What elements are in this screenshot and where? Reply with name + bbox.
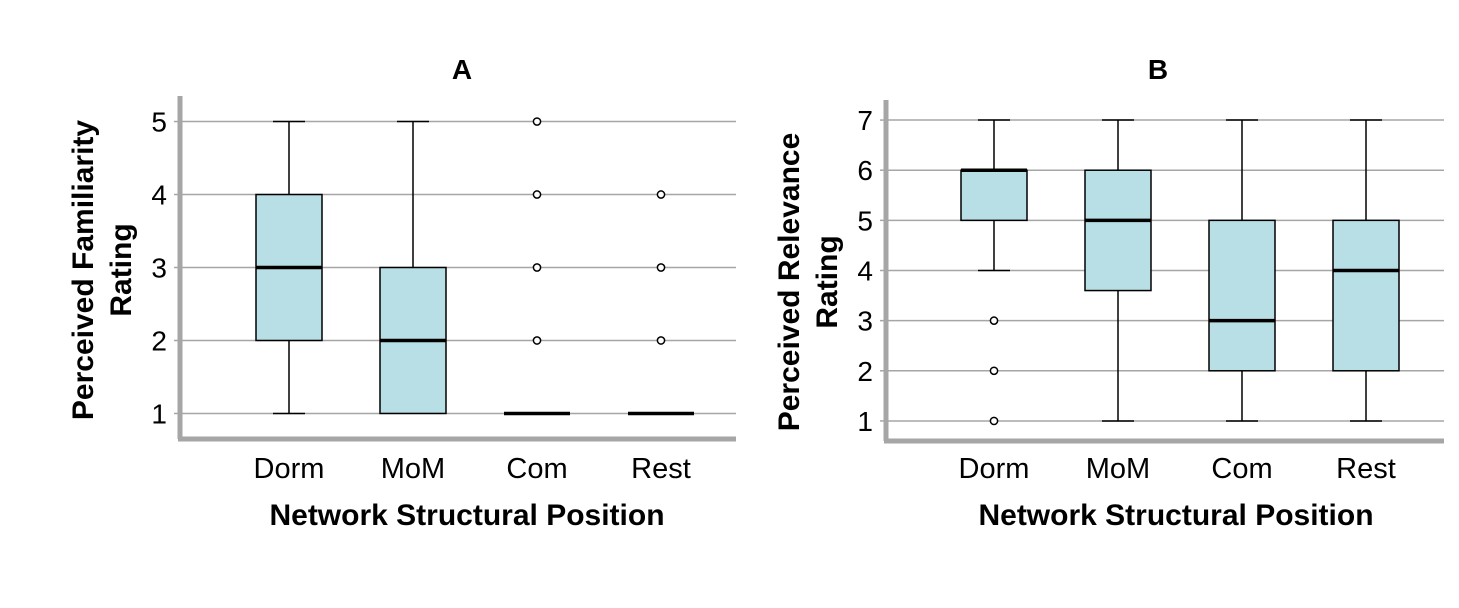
panel-b-ylabel-line-2: Rating <box>811 235 844 328</box>
panel-b: B Perceived Relevance Rating Network Str… <box>773 54 1444 532</box>
panel-a-box-rest <box>628 190 694 416</box>
panel-a-com-outlier-2 <box>532 336 542 345</box>
panel-a-com-outlier-4 <box>532 190 542 199</box>
panel-b-ytick-label-2: 2 <box>857 356 873 387</box>
panel-b-box-com <box>1208 119 1276 422</box>
panel-a-xlabel: Network Structural Position <box>269 499 664 532</box>
panel-a-ytick-label-3: 3 <box>151 253 167 284</box>
panel-b-ytick-label-1: 1 <box>857 406 873 437</box>
panel-a-ytick-label-4: 4 <box>151 180 167 211</box>
panel-a-rest-outlier-3 <box>656 263 666 272</box>
panel-a-labels: 1 2 3 4 5 Dorm MoM Com Rest <box>151 107 690 485</box>
panel-b-dorm-outlier-3 <box>989 316 999 325</box>
panel-a-category-label-com: Com <box>506 453 567 485</box>
panel-a-com-outlier-3 <box>532 263 542 272</box>
panel-b-ytick-label-4: 4 <box>857 256 873 287</box>
panel-b-ylabel-line-1: Perceived Relevance <box>773 133 806 432</box>
panel-a-ylabel-line-1: Perceived Familiarity <box>67 120 100 420</box>
panel-a-rest-outlier-4 <box>656 190 666 199</box>
panel-a-title: A <box>452 54 472 85</box>
panel-b-ytick-label-7: 7 <box>857 105 873 136</box>
panel-b-mom-iqr-box <box>1084 169 1152 292</box>
panel-b-category-label-rest: Rest <box>1336 453 1396 485</box>
panel-b-boxes <box>960 119 1400 426</box>
panel-b-box-mom <box>1084 119 1152 422</box>
panel-b-com-iqr-box <box>1208 219 1276 372</box>
panel-a-ytick-label-5: 5 <box>151 107 167 138</box>
panel-b-ytick-label-5: 5 <box>857 205 873 236</box>
panel-b-category-label-mom: MoM <box>1086 453 1150 485</box>
panel-b-axes <box>880 100 1444 444</box>
panel-b-box-rest <box>1332 119 1400 422</box>
panel-a-ytick-label-1: 1 <box>151 398 167 429</box>
panel-a-category-label-rest: Rest <box>631 453 691 485</box>
panel-a-box-com <box>504 117 570 416</box>
panel-b-rest-iqr-box <box>1332 219 1400 372</box>
panel-b-box-dorm <box>960 119 1028 426</box>
panel-a-ylabel-line-2: Rating <box>105 223 138 316</box>
panel-b-dorm-outlier-2 <box>989 366 999 376</box>
panel-a-box-mom <box>379 120 447 415</box>
panel-a-box-dorm <box>255 120 323 415</box>
panel-b-category-label-com: Com <box>1211 453 1272 485</box>
panel-a-category-label-dorm: Dorm <box>254 453 325 485</box>
panel-a-axes <box>174 96 736 442</box>
panel-a-com-outlier-5 <box>532 117 542 126</box>
panel-b-labels: 1 2 3 4 5 6 7 Dorm MoM Com Rest <box>857 105 1395 485</box>
panel-b-title: B <box>1148 54 1168 85</box>
panel-b-xlabel: Network Structural Position <box>978 499 1373 532</box>
panel-b-dorm-outlier-1 <box>989 416 999 426</box>
panel-a-boxes <box>255 117 694 416</box>
panel-a-ytick-label-2: 2 <box>151 325 167 356</box>
panel-b-category-label-dorm: Dorm <box>959 453 1030 485</box>
panel-a-rest-outlier-2 <box>656 336 666 345</box>
panel-b-dorm-iqr-box <box>960 169 1028 222</box>
panel-a: A Perceived Familiarity Rating Network S… <box>67 54 736 532</box>
panel-b-ytick-label-6: 6 <box>857 155 873 186</box>
panel-b-ytick-label-3: 3 <box>857 306 873 337</box>
panel-a-category-label-mom: MoM <box>381 453 445 485</box>
